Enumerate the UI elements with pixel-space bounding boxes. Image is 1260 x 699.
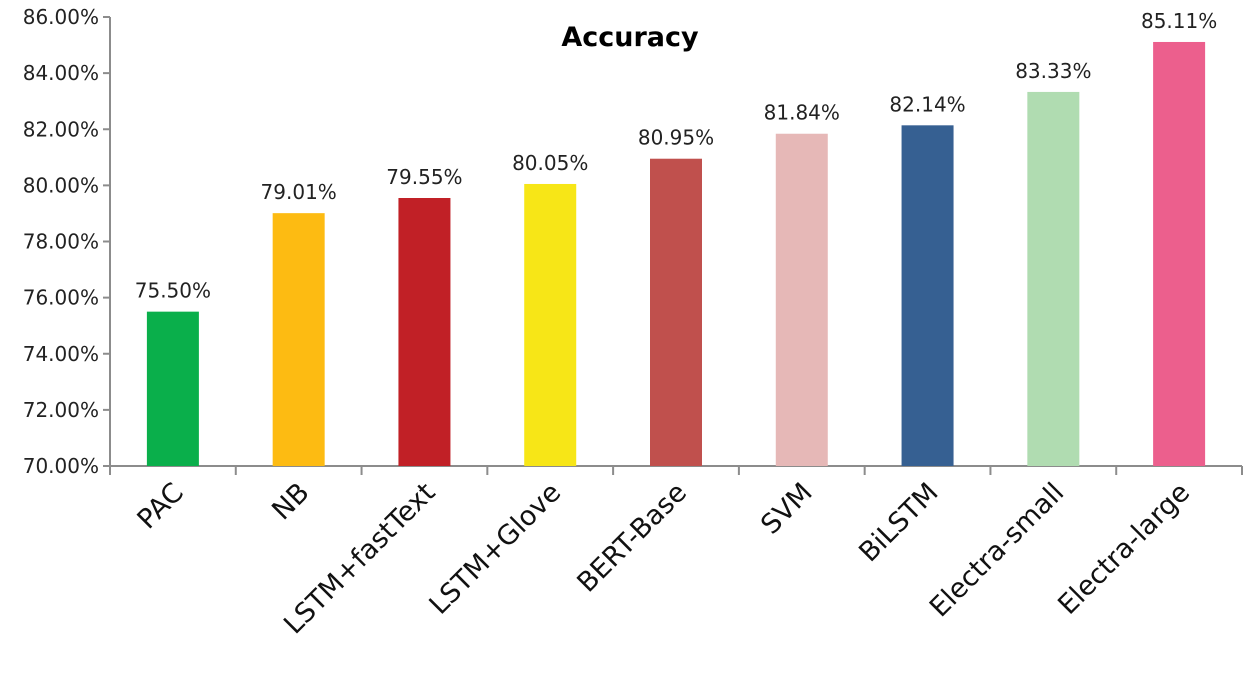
bar (1027, 91, 1080, 466)
bars (146, 41, 1206, 467)
data-label: 75.50% (135, 279, 211, 303)
data-label: 85.11% (1141, 9, 1217, 33)
category-label: LSTM+Glove (424, 477, 568, 621)
category-label: SVM (755, 477, 819, 541)
category-label: NB (266, 477, 315, 526)
y-tick-label: 80.00% (23, 173, 99, 197)
category-label: Electra-large (1052, 477, 1196, 621)
data-labels: 75.50% 79.01% 79.55% 80.05% 80.95% 81.84% 82.1… (135, 9, 1217, 303)
data-label: 80.95% (638, 126, 714, 150)
chart-title: Accuracy (561, 22, 699, 53)
data-label: 82.14% (889, 92, 965, 116)
y-tick-label: 72.00% (23, 398, 99, 422)
data-label: 80.05% (512, 151, 588, 175)
data-label: 81.84% (764, 101, 840, 125)
x-axis (109, 465, 1243, 475)
category-label: PAC (132, 477, 190, 535)
y-tick-label: 82.00% (23, 117, 99, 141)
bar (398, 198, 451, 467)
bar (146, 311, 199, 466)
bar (272, 213, 325, 466)
bar (775, 133, 828, 467)
y-tick-label: 70.00% (23, 454, 99, 478)
category-label: Electra-small (924, 477, 1070, 623)
y-tick-label: 86.00% (23, 5, 99, 29)
bar (1153, 41, 1206, 467)
y-tick-label: 76.00% (23, 286, 99, 310)
data-label: 79.01% (261, 180, 337, 204)
y-tick-label: 78.00% (23, 230, 99, 254)
y-axis: 70.00% 72.00% 74.00% 76.00% 78.00% 80.00% 82.0… (23, 5, 111, 478)
category-label: BiLSTM (853, 477, 944, 568)
y-tick-label: 84.00% (23, 61, 99, 85)
bar (650, 158, 702, 466)
y-tick-label: 74.00% (23, 342, 99, 366)
bar (901, 125, 954, 466)
category-label: BERT-Base (571, 477, 693, 599)
bar (524, 183, 577, 467)
data-label: 79.55% (386, 165, 462, 189)
data-label: 83.33% (1015, 59, 1091, 83)
